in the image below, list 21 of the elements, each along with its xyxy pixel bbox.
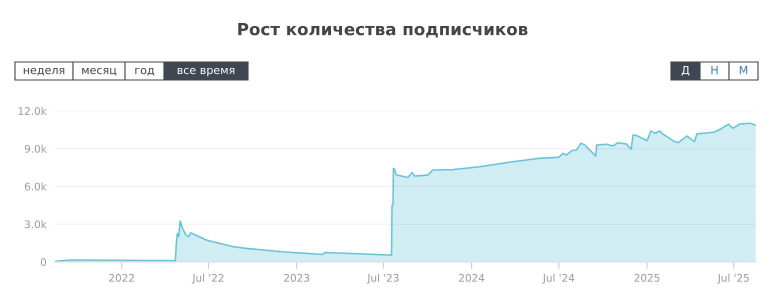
x-tick-label: 2023: [284, 274, 310, 282]
text: неделя: [24, 68, 64, 76]
x-tick-label: Jul '22: [192, 274, 224, 284]
y-tick-label: 6.0k: [24, 182, 47, 190]
y-tick-label: 3.0k: [24, 220, 47, 228]
text: Д: [682, 66, 690, 76]
x-tick-label: Jul '23: [366, 274, 399, 284]
y-tick-label: 0: [40, 258, 46, 266]
x-tick-label: 2024: [459, 274, 484, 282]
text: год: [135, 68, 154, 76]
text: все время: [178, 68, 234, 76]
x-tick-label: 2022: [109, 274, 134, 282]
y-tick-label: 12.0k: [18, 106, 47, 115]
x-tick-label: Jul '24: [542, 274, 574, 284]
text: М: [740, 66, 748, 74]
y-tick-label: 9.0k: [24, 144, 47, 153]
x-tick-label: Jul '25: [717, 274, 749, 284]
text: месяц: [82, 68, 116, 76]
text: Н: [711, 66, 718, 74]
x-tick-label: 2025: [634, 274, 660, 282]
chart-title: Рост количества подписчиков: [238, 23, 528, 38]
